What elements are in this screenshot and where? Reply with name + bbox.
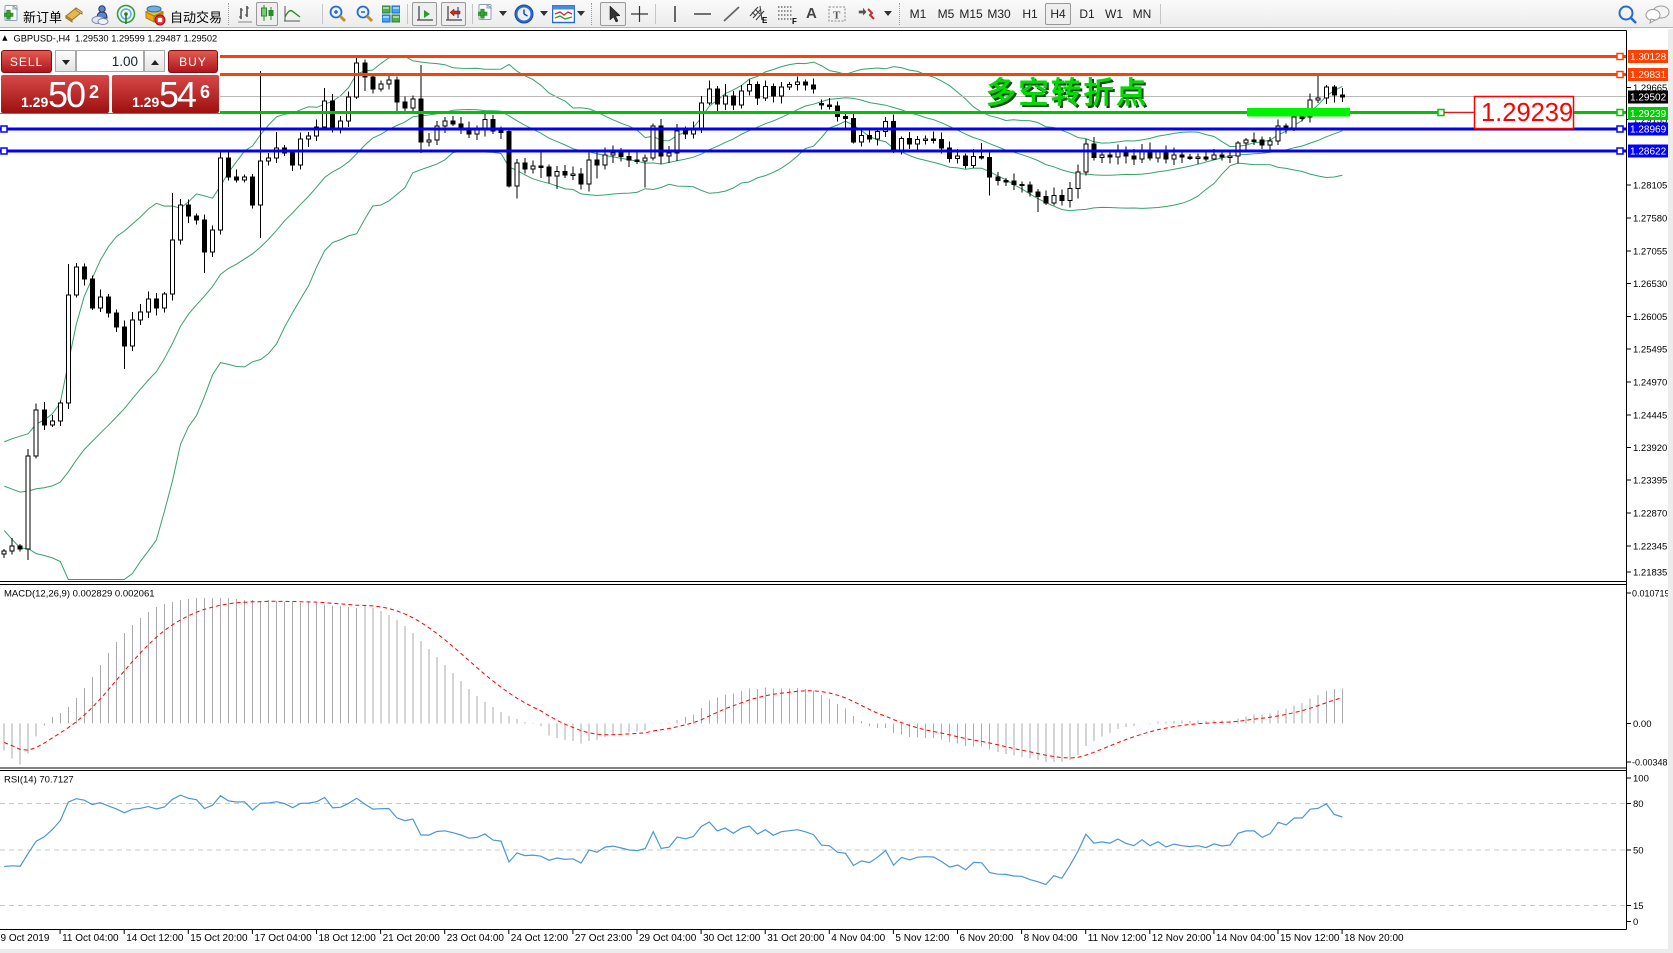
svg-text:9 Oct 2019: 9 Oct 2019 [1,933,50,944]
svg-text:1.22345: 1.22345 [1633,542,1667,553]
svg-text:1.29665: 1.29665 [1633,83,1667,94]
svg-text:14 Nov 04:00: 14 Nov 04:00 [1216,933,1276,944]
svg-text:23 Oct 04:00: 23 Oct 04:00 [447,933,505,944]
svg-text:F: F [792,17,797,25]
svg-text:1.29155: 1.29155 [1633,115,1667,126]
svg-text:14 Oct 12:00: 14 Oct 12:00 [126,933,184,944]
svg-text:1.26005: 1.26005 [1633,312,1667,323]
svg-text:0: 0 [1633,917,1638,928]
svg-text:5 Nov 12:00: 5 Nov 12:00 [895,933,949,944]
svg-text:15 Oct 20:00: 15 Oct 20:00 [190,933,248,944]
svg-text:1.29239: 1.29239 [1630,109,1667,120]
svg-text:GBPUSD-,H4: GBPUSD-,H4 [14,34,71,44]
svg-text:1.24970: 1.24970 [1633,378,1667,389]
svg-text:1.21835: 1.21835 [1633,568,1667,579]
svg-text:1.29502: 1.29502 [1630,93,1667,104]
svg-text:27 Oct 23:00: 27 Oct 23:00 [575,933,633,944]
svg-text:-0.00348: -0.00348 [1632,758,1668,768]
svg-text:0.00: 0.00 [1633,719,1652,730]
svg-text:8 Nov 04:00: 8 Nov 04:00 [1024,933,1078,944]
svg-text:11 Nov 12:00: 11 Nov 12:00 [1088,933,1147,944]
svg-text:80: 80 [1633,799,1644,810]
svg-text:1.23920: 1.23920 [1633,443,1667,454]
svg-text:E: E [762,16,768,25]
svg-text:多空转折点: 多空转折点 [986,77,1149,110]
svg-text:1.26530: 1.26530 [1633,279,1667,290]
svg-text:6 Nov 20:00: 6 Nov 20:00 [960,933,1014,944]
svg-text:1.28622: 1.28622 [1630,147,1667,158]
svg-text:1.28105: 1.28105 [1633,181,1667,192]
svg-text:1.29831: 1.29831 [1630,70,1667,81]
svg-text:50: 50 [1633,846,1644,857]
svg-text:29 Oct 04:00: 29 Oct 04:00 [639,933,697,944]
svg-text:1.29530 1.29599 1.29487 1.2950: 1.29530 1.29599 1.29487 1.29502 [75,34,217,44]
svg-text:1.23395: 1.23395 [1633,476,1667,487]
svg-text:T: T [833,10,841,22]
svg-text:21 Oct 20:00: 21 Oct 20:00 [383,933,441,944]
svg-text:30 Oct 12:00: 30 Oct 12:00 [703,933,761,944]
svg-text:18 Oct 12:00: 18 Oct 12:00 [319,933,377,944]
svg-text:11 Oct 04:00: 11 Oct 04:00 [62,933,119,944]
svg-text:17 Oct 04:00: 17 Oct 04:00 [254,933,312,944]
svg-text:RSI(14) 70.7127: RSI(14) 70.7127 [4,775,74,786]
svg-text:1.28969: 1.28969 [1630,125,1667,136]
svg-text:1.27580: 1.27580 [1633,214,1667,225]
svg-text:0.010719: 0.010719 [1632,589,1670,599]
svg-text:1.22870: 1.22870 [1633,509,1667,520]
svg-text:1.25495: 1.25495 [1633,345,1667,356]
svg-text:1.30128: 1.30128 [1630,52,1667,63]
svg-text:24 Oct 12:00: 24 Oct 12:00 [511,933,569,944]
svg-text:31 Oct 20:00: 31 Oct 20:00 [767,933,825,944]
svg-text:100: 100 [1633,774,1649,785]
svg-text:1.24445: 1.24445 [1633,411,1667,422]
svg-text:18 Nov 20:00: 18 Nov 20:00 [1344,933,1404,944]
svg-text:4 Nov 04:00: 4 Nov 04:00 [831,933,885,944]
svg-text:1.29239: 1.29239 [1481,99,1573,127]
svg-text:15 Nov 12:00: 15 Nov 12:00 [1280,933,1340,944]
svg-text:15: 15 [1633,901,1644,912]
svg-text:1.27055: 1.27055 [1633,247,1667,258]
svg-text:12 Nov 20:00: 12 Nov 20:00 [1152,933,1212,944]
svg-text:MACD(12,26,9) 0.002829 0.00206: MACD(12,26,9) 0.002829 0.002061 [4,589,155,600]
